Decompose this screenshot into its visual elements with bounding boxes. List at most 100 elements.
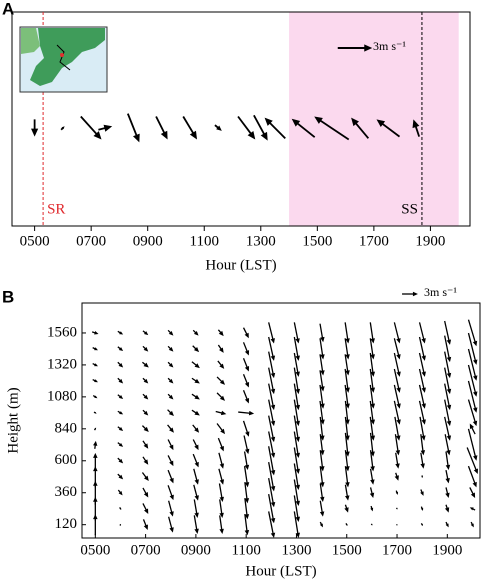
vector-head — [396, 524, 398, 526]
vector-head — [244, 350, 250, 356]
wind-vector — [117, 457, 124, 464]
vector-shaft — [268, 431, 275, 456]
vector-head — [421, 403, 426, 409]
wind-vector — [193, 515, 199, 534]
y-tick-label: 120 — [55, 516, 78, 532]
vector-shaft — [353, 120, 370, 139]
vector-head — [168, 410, 174, 417]
vector-head — [320, 386, 325, 392]
vector-shaft — [293, 479, 299, 504]
vector-head — [244, 366, 250, 372]
vector-head — [344, 507, 349, 513]
vector-shaft — [467, 399, 477, 424]
vector-shaft — [268, 322, 274, 341]
vector-head — [194, 410, 200, 416]
map-land — [21, 28, 40, 54]
wind-vector — [418, 322, 426, 344]
wind-vector — [420, 434, 426, 456]
vector-head — [345, 354, 350, 360]
wind-vector — [393, 352, 401, 377]
wind-vector — [395, 452, 400, 469]
wind-vector — [412, 119, 421, 137]
vector-head — [94, 363, 98, 367]
vector-head — [320, 435, 325, 441]
y-axis-label: Height (m) — [5, 387, 21, 453]
vector-head — [446, 372, 452, 379]
vector-head — [118, 458, 124, 464]
vector-head — [370, 338, 375, 344]
vector-shaft — [466, 447, 478, 472]
vector-shaft — [319, 483, 324, 500]
wind-vector — [80, 115, 102, 140]
wind-vector — [420, 452, 425, 469]
wind-vector — [418, 368, 426, 393]
vector-shaft — [319, 354, 324, 373]
vector-shaft — [293, 367, 299, 392]
wind-vector — [467, 465, 477, 488]
wind-vector — [293, 431, 301, 459]
vector-shaft — [268, 351, 275, 376]
x-tick-label: 1300 — [246, 233, 276, 249]
vector-head — [218, 330, 224, 337]
wind-vector — [167, 439, 174, 451]
wind-vector — [369, 322, 375, 344]
vector-head — [470, 523, 474, 528]
vector-shaft — [319, 370, 324, 389]
vector-head — [119, 331, 124, 335]
vector-shaft — [193, 499, 198, 516]
wind-vector — [293, 415, 301, 443]
vector-shaft — [167, 485, 174, 498]
vector-shaft — [268, 383, 275, 408]
wind-vector — [167, 485, 174, 501]
vector-head — [394, 475, 399, 481]
vector-head — [31, 128, 39, 137]
vector-head — [412, 291, 418, 297]
vector-head — [345, 370, 350, 376]
vector-head — [169, 477, 174, 484]
vector-head — [118, 442, 124, 447]
vector-head — [270, 372, 276, 379]
vector-head — [319, 523, 323, 528]
wind-vector — [142, 456, 149, 465]
vector-shaft — [243, 451, 248, 468]
wind-vector — [268, 399, 276, 427]
wind-vector — [393, 400, 401, 425]
vector-head — [469, 423, 475, 429]
reference-label: 3m s⁻¹ — [424, 285, 457, 299]
wind-vector — [467, 399, 478, 427]
vector-head — [364, 44, 373, 52]
wind-vector — [155, 116, 168, 140]
wind-vector — [192, 345, 200, 353]
vector-head — [244, 398, 250, 404]
wind-vector — [119, 523, 122, 526]
wind-vector — [293, 463, 301, 491]
wind-vector — [193, 499, 199, 518]
vector-shaft — [467, 348, 477, 379]
wind-vector — [117, 346, 124, 352]
wind-vector — [217, 329, 224, 337]
vector-shaft — [237, 115, 254, 137]
vector-shaft — [218, 452, 224, 466]
wind-vector — [268, 478, 276, 508]
vector-head — [169, 494, 174, 501]
vector-head — [473, 468, 478, 475]
wind-vector — [217, 437, 224, 452]
wind-vector — [444, 434, 451, 456]
wind-vector — [394, 434, 401, 456]
wind-vector — [268, 322, 275, 344]
wind-vector — [268, 367, 276, 395]
vector-shaft — [268, 336, 274, 359]
wind-vector — [319, 500, 325, 517]
vector-head — [470, 492, 476, 499]
vector-shaft — [182, 116, 196, 136]
vector-head — [270, 486, 276, 492]
wind-vector — [418, 384, 426, 409]
vector-head — [396, 419, 401, 425]
vector-head — [169, 460, 174, 467]
vector-shaft — [319, 384, 324, 406]
vector-head — [421, 435, 426, 441]
y-tick-label: 840 — [55, 420, 78, 436]
x-tick-label: 1700 — [359, 233, 389, 249]
wind-vector — [244, 482, 250, 504]
wind-vector — [192, 329, 199, 336]
